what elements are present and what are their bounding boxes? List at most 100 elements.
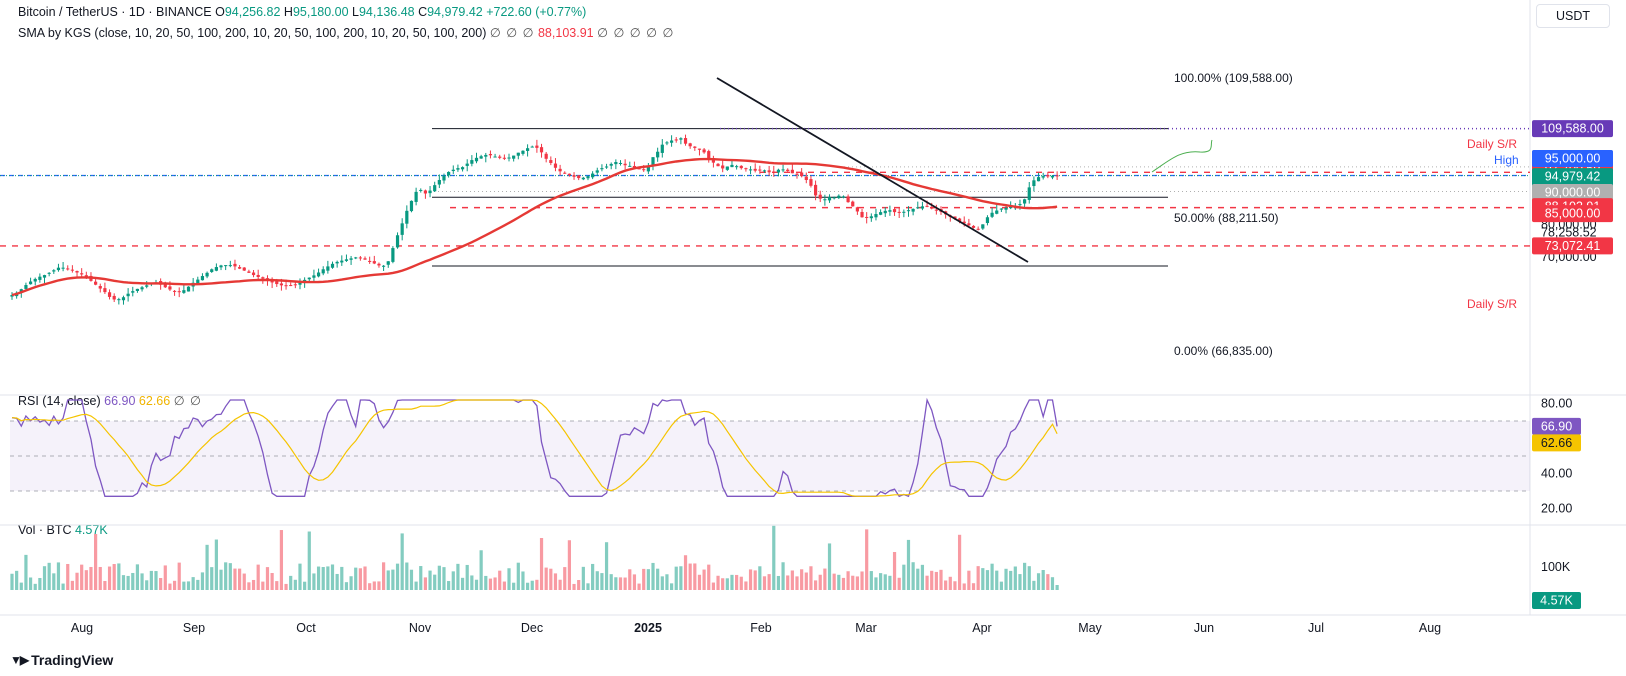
candle (967, 218, 971, 228)
price-tag: 95,000.00 (1532, 150, 1613, 167)
volume-bar (386, 570, 390, 590)
volume-bar (609, 574, 613, 590)
volume-bar (112, 564, 116, 590)
volume-bar (186, 581, 191, 590)
volume-bar (395, 563, 400, 590)
price-change: +722.60 (+0.77%) (486, 5, 587, 19)
candle (238, 264, 242, 270)
time-axis-label: Jun (1194, 621, 1214, 635)
volume-bar (414, 581, 418, 590)
volume-bar (242, 573, 246, 590)
svg-text:73,072.41: 73,072.41 (1545, 239, 1601, 253)
candle (707, 149, 711, 163)
candle (521, 150, 525, 156)
volume-bar (442, 567, 446, 590)
volume-bar (800, 569, 804, 590)
tradingview-logo[interactable]: ▼▶ TradingView (10, 652, 113, 668)
candle (869, 213, 873, 222)
volume-bar (275, 581, 279, 590)
candle (595, 167, 599, 176)
candle (591, 171, 595, 180)
volume-bar (525, 582, 530, 590)
candle (892, 207, 897, 216)
candle (841, 195, 846, 199)
rsi-legend[interactable]: RSI (14, close) 66.90 62.66 ∅ ∅ (18, 393, 202, 408)
volume-bar (614, 577, 618, 590)
volume-bar (902, 564, 906, 590)
candle (1050, 175, 1055, 180)
sma-legend[interactable]: SMA by KGS (close, 10, 20, 50, 100, 200,… (18, 25, 674, 40)
volume-bar (1041, 570, 1045, 590)
candle (117, 297, 121, 305)
volume-bar (177, 562, 181, 590)
candle (656, 147, 660, 162)
sma-value: 88,103.91 (537, 26, 594, 40)
svg-text:94,979.42: 94,979.42 (1545, 170, 1601, 184)
volume-bar (874, 577, 878, 590)
candle (865, 212, 869, 224)
volume-legend[interactable]: Vol · BTC 4.57K (18, 523, 108, 537)
candle (414, 187, 418, 206)
time-axis-label: Dec (521, 621, 543, 635)
candle (451, 165, 455, 175)
currency-selector[interactable]: USDT (1536, 4, 1610, 28)
volume-bar (976, 566, 980, 590)
volume-bar (990, 563, 994, 590)
volume-bar (1009, 570, 1013, 590)
candle (846, 194, 850, 203)
volume-bar (391, 569, 395, 590)
volume-bar (1046, 574, 1050, 590)
svg-text:95,000.00: 95,000.00 (1545, 152, 1601, 166)
candle (395, 232, 400, 249)
volume-bar (131, 572, 135, 590)
volume-bar (279, 530, 284, 590)
volume-bars (10, 525, 1059, 590)
candle (544, 151, 548, 163)
candle (372, 255, 376, 265)
volume-bar (521, 571, 525, 590)
candle (38, 273, 42, 283)
volume-bar (233, 568, 237, 590)
volume-bar (851, 575, 855, 590)
candle (135, 288, 140, 293)
volume-bar (985, 570, 990, 590)
volume-bar (372, 581, 376, 590)
candle (669, 135, 674, 147)
candle (377, 262, 381, 268)
volume-bar (577, 580, 581, 590)
candle (80, 268, 84, 278)
svg-text:66.90: 66.90 (1541, 419, 1572, 433)
projection-curve (1151, 139, 1213, 173)
candle (10, 292, 14, 300)
candle (177, 287, 181, 298)
candle (200, 273, 205, 281)
candle (753, 163, 757, 173)
volume-bar (920, 564, 925, 590)
volume-bar (168, 583, 172, 590)
volume-bar (224, 562, 228, 590)
candle (33, 277, 37, 286)
candle (679, 137, 683, 145)
candle (818, 190, 822, 203)
candle (145, 281, 149, 289)
symbol-title[interactable]: Bitcoin / TetherUS · 1D · BINANCE (18, 5, 212, 19)
candle (103, 282, 107, 294)
volume-bar (1013, 566, 1017, 590)
volume-bar (776, 575, 781, 590)
candle (911, 208, 915, 216)
candle (790, 164, 794, 174)
volume-bar (939, 569, 943, 590)
candle (405, 205, 409, 229)
volume-bar (205, 544, 209, 590)
candle (586, 175, 590, 181)
candle (525, 144, 530, 157)
time-axis-label: Mar (855, 621, 877, 635)
candle (474, 152, 479, 164)
candle (614, 159, 618, 170)
volume-tag: 4.57K (1532, 592, 1581, 609)
candle (344, 254, 349, 262)
candle (1055, 171, 1059, 180)
candle (419, 188, 423, 193)
volume-bar (154, 571, 158, 590)
